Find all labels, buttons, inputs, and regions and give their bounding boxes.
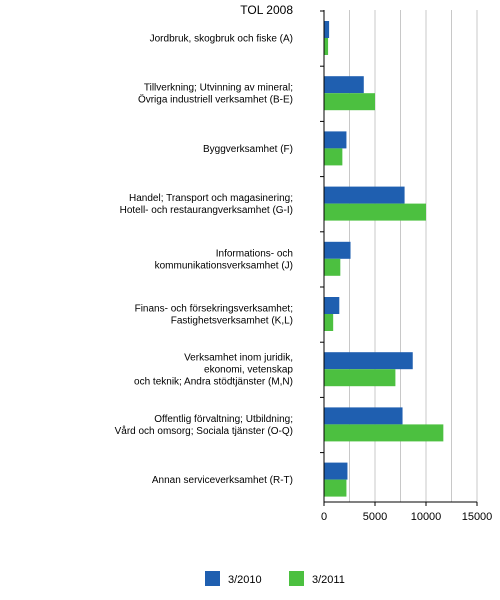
category-label-line: Informations- och — [216, 248, 293, 259]
bar-series1-8 — [324, 462, 348, 480]
category-label-line: Övriga industriell verksamhet (B-E) — [138, 94, 293, 106]
category-label-line: Byggverksamhet (F) — [203, 144, 293, 155]
legend-swatch-2 — [289, 571, 304, 586]
bar-series2-7 — [324, 424, 444, 442]
bar-series2-0 — [324, 38, 329, 55]
category-label: Verksamhet inom juridik, ekonomi, vetensk… — [134, 353, 293, 388]
bar-series2-8 — [324, 479, 347, 497]
bar-series2-1 — [324, 93, 375, 111]
category-label-line: Annan serviceverksamhet (R-T) — [152, 475, 293, 486]
category-label-line: ekonomi, vetenskap — [204, 365, 293, 376]
bar-series1-0 — [324, 21, 330, 38]
chart-corner-title: TOL 2008 — [240, 3, 293, 17]
category-label-line: kommunikationsverksamhet (J) — [155, 260, 293, 271]
category-label-line: Tillverkning; Utvinning av mineral; — [144, 83, 293, 94]
category-label: Tillverkning; Utvinning av mineral; Övrig… — [138, 83, 293, 106]
bar-series1-5 — [324, 297, 340, 314]
x-tick-label: 15000 — [462, 511, 493, 523]
legend-label-2: 3/2011 — [312, 574, 345, 586]
x-tick-label: 5000 — [363, 511, 387, 523]
bar-series2-2 — [324, 148, 343, 166]
category-label: Handel; Transport och magasinering; Hotel… — [120, 193, 293, 216]
bars — [324, 21, 444, 497]
x-tick-labels: 0 5000 10000 15000 — [321, 511, 492, 523]
legend: 3/2010 3/2011 — [205, 571, 345, 586]
bar-series2-5 — [324, 314, 334, 331]
category-label-line: Verksamhet inom juridik, — [184, 353, 293, 364]
bar-series2-4 — [324, 258, 341, 276]
category-labels: Jordbruk, skogbruk och fiske (A) Tillverk… — [115, 34, 294, 487]
category-label-line: Handel; Transport och magasinering; — [129, 193, 293, 204]
bar-series1-7 — [324, 407, 403, 425]
category-label-line: Offentlig förvaltning; Utbildning; — [154, 414, 293, 425]
bar-series1-1 — [324, 76, 364, 94]
bar-series2-6 — [324, 369, 396, 387]
category-label-line: Fastighetsverksamhet (K,L) — [171, 316, 293, 327]
category-label-line: och teknik; Andra stödtjänster (M,N) — [134, 377, 293, 388]
bar-series2-3 — [324, 203, 426, 221]
category-label: Offentlig förvaltning; Utbildning; Vård o… — [115, 414, 293, 437]
category-label-line: Vård och omsorg; Sociala tjänster (O-Q) — [115, 425, 293, 437]
category-label: Jordbruk, skogbruk och fiske (A) — [150, 34, 293, 45]
category-label: Finans- och försekringsverksamhet; Fastig… — [135, 304, 293, 327]
bar-series1-3 — [324, 186, 405, 204]
x-tick-label: 10000 — [411, 511, 442, 523]
x-tick-label: 0 — [321, 511, 327, 523]
category-label-line: Hotell- och restaurangverksamhet (G-I) — [120, 205, 293, 216]
category-label: Annan serviceverksamhet (R-T) — [152, 475, 293, 486]
category-label: Informations- och kommunikationsverksamhe… — [155, 248, 293, 271]
axes — [320, 10, 478, 506]
legend-label-1: 3/2010 — [228, 574, 262, 586]
bar-series1-6 — [324, 352, 413, 370]
category-label: Byggverksamhet (F) — [203, 144, 293, 155]
category-label-line: Finans- och försekringsverksamhet; — [135, 304, 293, 315]
legend-swatch-1 — [205, 571, 220, 586]
category-label-line: Jordbruk, skogbruk och fiske (A) — [150, 34, 293, 45]
bar-series1-2 — [324, 131, 347, 149]
bar-series1-4 — [324, 241, 351, 259]
